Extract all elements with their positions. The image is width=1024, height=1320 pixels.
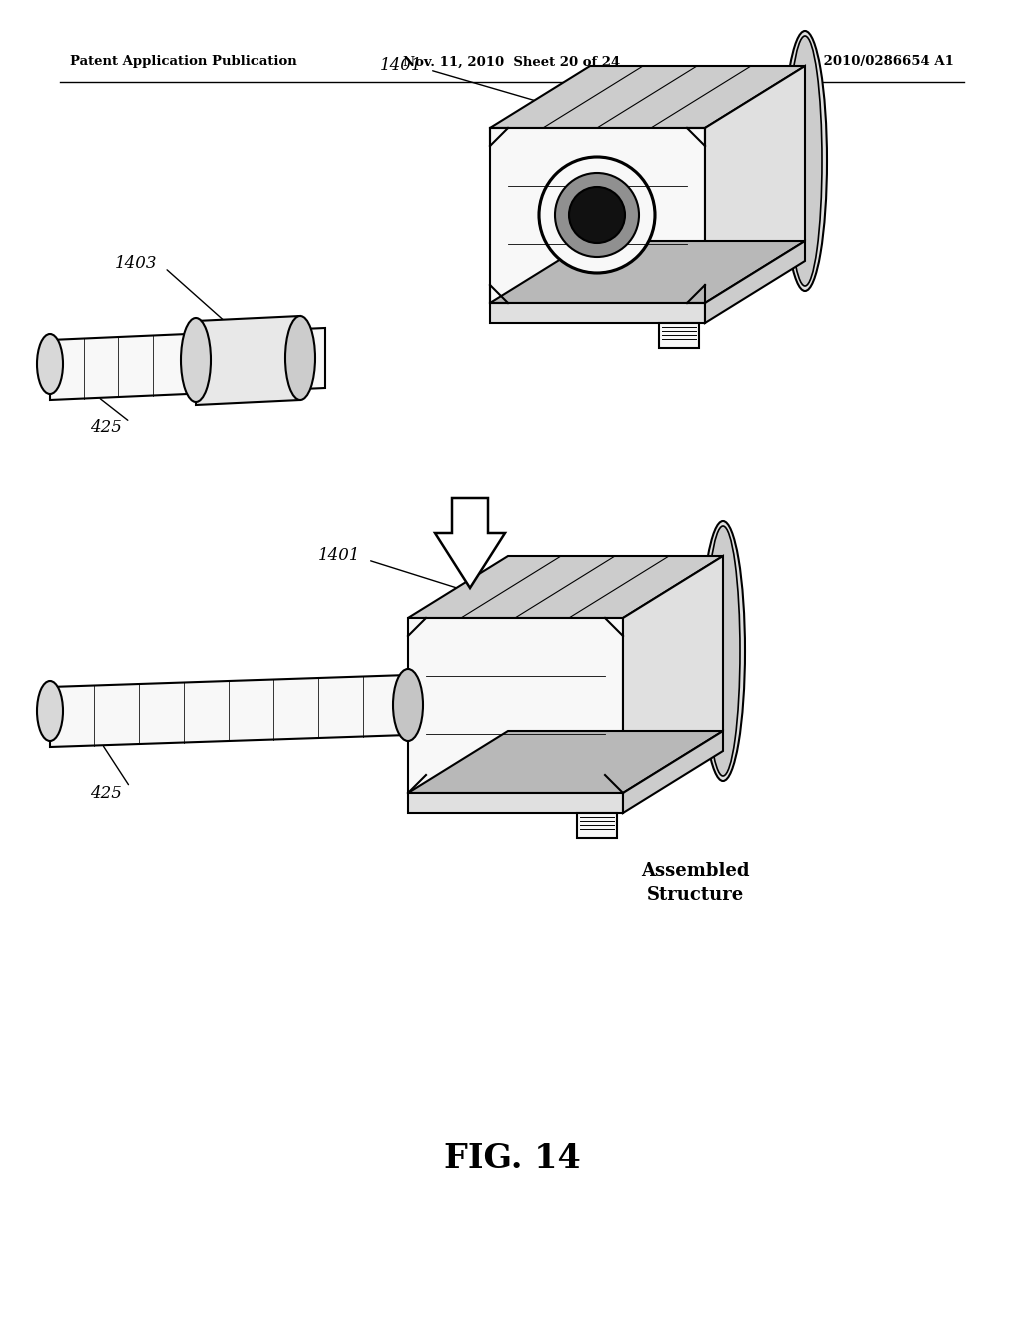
Circle shape: [555, 173, 639, 257]
Ellipse shape: [701, 521, 745, 781]
Text: Patent Application Publication: Patent Application Publication: [70, 55, 297, 69]
Polygon shape: [435, 498, 505, 587]
Ellipse shape: [37, 681, 63, 741]
Polygon shape: [408, 618, 623, 793]
Ellipse shape: [285, 315, 315, 400]
Text: FIG. 14: FIG. 14: [443, 1142, 581, 1175]
Ellipse shape: [37, 334, 63, 393]
Polygon shape: [705, 66, 805, 304]
Polygon shape: [408, 731, 723, 793]
Text: Assembled
Structure: Assembled Structure: [641, 862, 750, 904]
Polygon shape: [408, 793, 623, 813]
Text: 1401: 1401: [317, 546, 360, 564]
Text: 425: 425: [90, 784, 122, 801]
Polygon shape: [705, 242, 805, 323]
Polygon shape: [490, 304, 705, 323]
Polygon shape: [577, 813, 617, 838]
Ellipse shape: [706, 525, 740, 776]
Polygon shape: [659, 323, 699, 348]
Circle shape: [539, 157, 655, 273]
Text: Nov. 11, 2010  Sheet 20 of 24: Nov. 11, 2010 Sheet 20 of 24: [403, 55, 621, 69]
Ellipse shape: [181, 318, 211, 403]
Polygon shape: [408, 556, 723, 618]
Polygon shape: [623, 731, 723, 813]
Polygon shape: [490, 128, 705, 304]
Polygon shape: [490, 242, 805, 304]
Text: 1401: 1401: [380, 57, 422, 74]
Polygon shape: [490, 66, 805, 128]
Polygon shape: [50, 327, 325, 400]
Ellipse shape: [788, 36, 822, 286]
Ellipse shape: [393, 669, 423, 741]
Text: US 2010/0286654 A1: US 2010/0286654 A1: [798, 55, 954, 69]
Ellipse shape: [783, 30, 827, 290]
Polygon shape: [196, 315, 300, 405]
Circle shape: [569, 187, 625, 243]
Polygon shape: [623, 556, 723, 793]
Polygon shape: [50, 675, 408, 747]
Text: 1403: 1403: [115, 255, 157, 272]
Text: 425: 425: [90, 420, 122, 437]
